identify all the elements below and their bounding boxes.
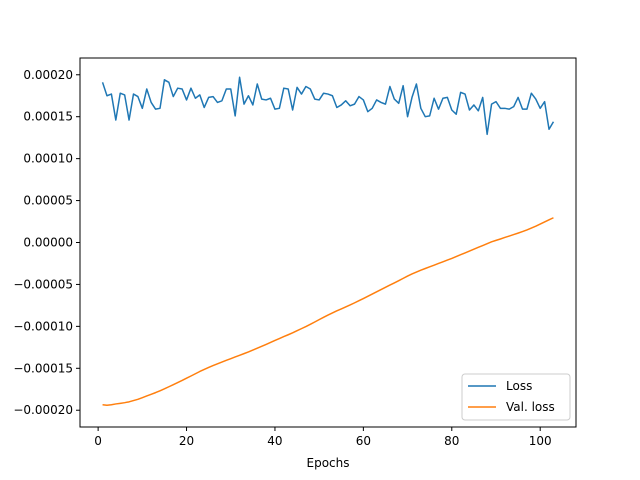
x-tick-label: 0: [94, 434, 102, 448]
y-tick-label: −0.00005: [13, 277, 73, 291]
y-tick-label: −0.00020: [13, 403, 73, 417]
x-tick-label: 20: [179, 434, 194, 448]
x-tick-label: 60: [356, 434, 371, 448]
y-tick-label: 0.00000: [23, 236, 73, 250]
y-tick-label: 0.00005: [23, 194, 73, 208]
y-tick-label: −0.00015: [13, 361, 73, 375]
series-layer: [101, 76, 555, 406]
legend: Loss Val. loss: [461, 373, 571, 421]
x-tick-label: 100: [529, 434, 552, 448]
legend-label-loss: Loss: [506, 379, 532, 393]
y-tick-label: 0.00010: [23, 152, 73, 166]
series-line-val-loss: [102, 217, 554, 406]
x-tick-label: 80: [444, 434, 459, 448]
plot-frame: [79, 57, 577, 428]
y-tick-label: −0.00010: [13, 319, 73, 333]
ticks-layer: 0 20 40 60 80 100 −0.00020 −0.00015 −0.00010 −0.0…: [13, 68, 551, 448]
series-line-loss: [101, 76, 555, 136]
x-axis-label: Epochs: [307, 456, 350, 470]
y-tick-label: 0.00015: [23, 110, 73, 124]
y-tick-label: 0.00020: [23, 68, 73, 82]
legend-label-val-loss: Val. loss: [506, 400, 555, 414]
x-tick-label: 40: [267, 434, 282, 448]
